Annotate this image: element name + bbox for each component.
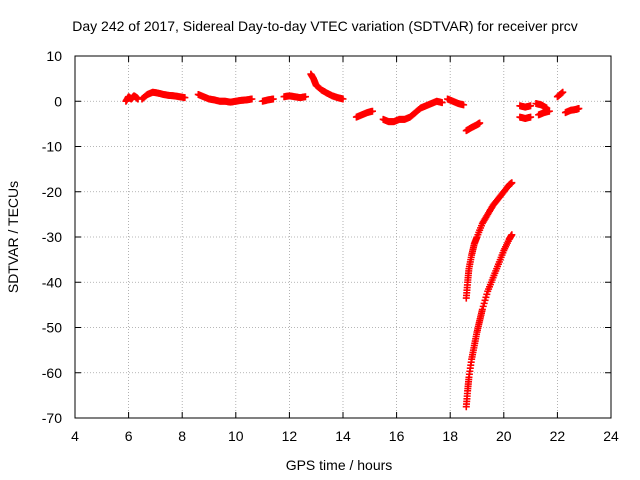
x-tick-label: 22 [550, 428, 566, 444]
chart-title: Day 242 of 2017, Sidereal Day-to-day VTE… [72, 18, 578, 34]
data-point [545, 107, 553, 115]
series-seg12 [462, 231, 516, 411]
x-tick-label: 12 [282, 428, 298, 444]
data-point [508, 231, 516, 239]
data-point [301, 93, 309, 101]
data-point [559, 88, 567, 96]
x-tick-label: 16 [389, 428, 405, 444]
series-seg14 [516, 113, 535, 122]
series-seg16 [535, 107, 553, 119]
y-tick-label: -30 [42, 229, 62, 245]
series-seg10 [462, 119, 484, 135]
data-point [269, 95, 277, 103]
data-point [248, 95, 256, 103]
data-point [339, 95, 347, 103]
series-seg4 [259, 95, 277, 105]
series-seg7 [352, 107, 376, 121]
series-seg13 [516, 102, 535, 111]
series-seg8 [379, 97, 446, 126]
y-tick-label: -20 [42, 184, 62, 200]
data-point [476, 119, 484, 127]
series-seg6 [307, 70, 347, 103]
y-tick-label: -50 [42, 320, 62, 336]
series-seg9 [444, 95, 468, 109]
series-seg3 [194, 90, 256, 106]
data-point [527, 113, 535, 121]
x-tick-label: 4 [71, 428, 79, 444]
series-seg11 [462, 179, 516, 302]
x-tick-label: 14 [335, 428, 351, 444]
x-tick-label: 8 [178, 428, 186, 444]
series-seg17 [553, 88, 567, 101]
data-point [575, 104, 583, 112]
data-point [181, 94, 189, 102]
data-point [460, 101, 468, 109]
data-marks [122, 70, 583, 411]
grid [75, 56, 611, 418]
x-tick-label: 20 [496, 428, 512, 444]
series-seg5 [280, 92, 309, 102]
y-tick-label: 0 [54, 93, 62, 109]
y-tick-label: -40 [42, 274, 62, 290]
y-tick-label: -10 [42, 139, 62, 155]
data-point [368, 107, 376, 115]
x-tick-label: 10 [228, 428, 244, 444]
axis-ticks: 4 6 8 10 12 14 16 18 20 22 24 10 0 -10 -20 -30 -40 -50 -60… [42, 48, 619, 444]
y-axis-label: SDTVAR / TECUs [5, 181, 21, 293]
y-tick-label: -70 [42, 410, 62, 426]
y-tick-label: -60 [42, 365, 62, 381]
data-point [508, 179, 516, 187]
y-tick-label: 10 [46, 48, 62, 64]
x-tick-label: 6 [125, 428, 133, 444]
data-point [527, 102, 535, 110]
x-tick-label: 24 [603, 428, 619, 444]
x-tick-label: 18 [442, 428, 458, 444]
series-seg2 [138, 88, 189, 103]
series-seg18 [561, 104, 583, 117]
data-point [438, 99, 446, 107]
x-axis-label: GPS time / hours [286, 457, 393, 473]
